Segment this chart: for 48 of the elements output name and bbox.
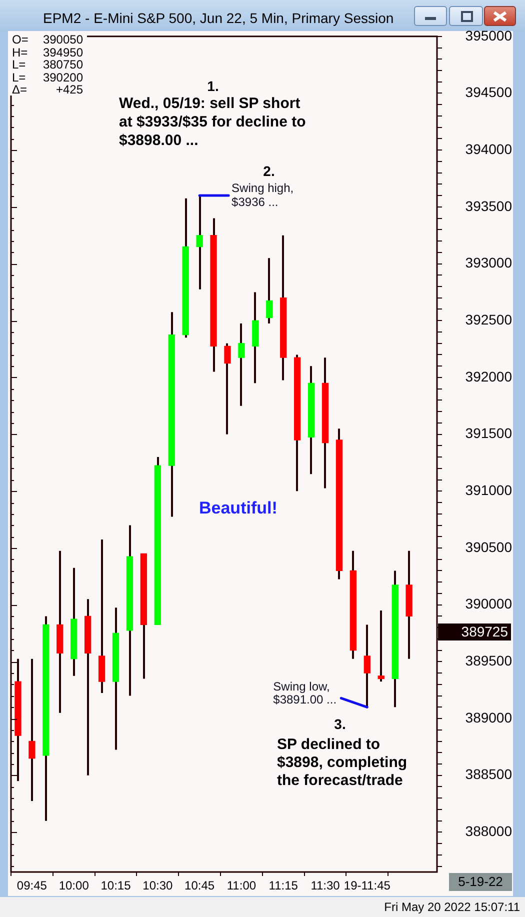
y-tick-label: 395000 (465, 27, 512, 44)
y-tick-label: 392000 (465, 368, 512, 384)
y-tick-label: 393000 (465, 254, 512, 271)
y-tick-label: 393500 (465, 198, 512, 214)
text: 389725 (461, 623, 508, 640)
x-tick-label: 10:30 (142, 878, 173, 893)
y-tick-label: 394500 (465, 84, 512, 100)
y-tick-label: 394000 (465, 140, 512, 157)
text: Δ= +425 (12, 82, 83, 96)
y-tick-label: 391000 (465, 482, 512, 498)
candlestick (196, 194, 203, 290)
annotation: Swing high, $3936 ... (232, 180, 294, 209)
annotation: 2. (263, 162, 275, 179)
annotation: 3. (334, 716, 346, 732)
annotation: Wed., 05/19: sell SP short at $3933/$35 for decline to $3898.00 ... (119, 95, 306, 150)
text: L= 390200 (12, 70, 83, 84)
candlestick (28, 658, 36, 802)
annotation: SP declined to $3898, completing the forecast/trade (277, 736, 408, 790)
y-tick-label: 389500 (465, 652, 512, 669)
x-tick-label: 11:15 (268, 878, 298, 893)
text: L= 380750 (12, 57, 83, 72)
x-tick-label: 19-11:45 (344, 878, 391, 893)
x-tick-label: 09:45 (16, 878, 48, 893)
y-tick-label: 392500 (465, 311, 512, 328)
x-tick-label: 10:15 (100, 878, 132, 893)
candlestick (238, 322, 245, 407)
y-tick-label: 390000 (465, 596, 512, 612)
y-tick-label: 388500 (465, 766, 512, 782)
chart-title: EPM2 - E-Mini S&P 500, Jun 22, 5 Min, Primary Session (43, 10, 394, 26)
x-tick-label: 11:30 (310, 878, 340, 893)
text: O= 390050 (12, 32, 83, 46)
x-tick-label: 10:00 (58, 878, 90, 893)
y-tick-label: 390500 (465, 538, 512, 555)
annotation: 1. (207, 78, 219, 94)
y-tick-label: 388000 (465, 823, 512, 840)
x-tick-label: 11:00 (226, 878, 256, 893)
annotation: Swing low, $3891.00 ... (273, 679, 337, 706)
y-tick-label: 391500 (465, 425, 512, 442)
annotation: Beautiful! (199, 498, 278, 518)
x-tick-label: 10:45 (184, 878, 215, 893)
candlestick (224, 342, 231, 436)
candlestick (378, 610, 384, 683)
text: Fri May 20 2022 15:07:11 (384, 899, 520, 916)
y-tick-label: 389000 (465, 709, 512, 726)
candlestick (266, 257, 273, 324)
candlestick (364, 624, 370, 708)
text: 5-19-22 (449, 873, 512, 891)
text: H= 394950 (12, 45, 83, 60)
